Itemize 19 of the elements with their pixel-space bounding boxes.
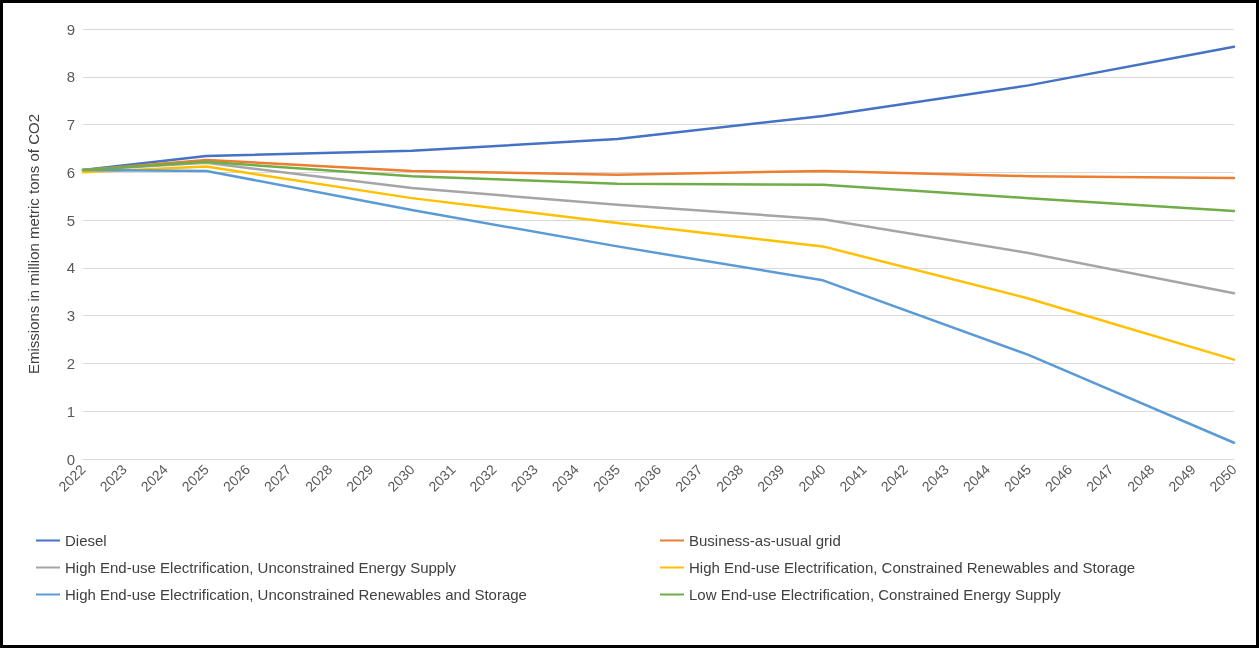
legend-label: High End-use Electrification, Constrained Renewables and Storage <box>689 559 1136 576</box>
legend-label: High End-use Electrification, Unconstrained Renewables and Storage <box>65 586 527 603</box>
y-tick-label: 3 <box>66 307 75 325</box>
legend-label: High End-use Electrification, Unconstrained Energy Supply <box>65 559 457 576</box>
y-tick-label: 0 <box>66 450 75 468</box>
y-tick-label: 5 <box>66 211 75 229</box>
line-series <box>81 165 1236 361</box>
legend-label: Low End-use Electrification, Constrained Energy Supply <box>689 586 1062 603</box>
legend-label: Diesel <box>65 532 107 549</box>
y-tick-label: 4 <box>66 259 75 277</box>
y-tick-label: 6 <box>66 163 75 181</box>
legend-label: Business-as-usual grid <box>689 532 841 549</box>
y-tick-label: 2 <box>66 354 75 372</box>
y-tick-label: 1 <box>66 402 75 420</box>
y-tick-label: 7 <box>66 116 75 134</box>
y-tick-label: 8 <box>66 68 75 86</box>
y-axis-title: Emissions in million metric tons of CO2 <box>25 113 42 375</box>
y-tick-label: 9 <box>66 20 75 38</box>
line-series <box>81 160 1236 213</box>
